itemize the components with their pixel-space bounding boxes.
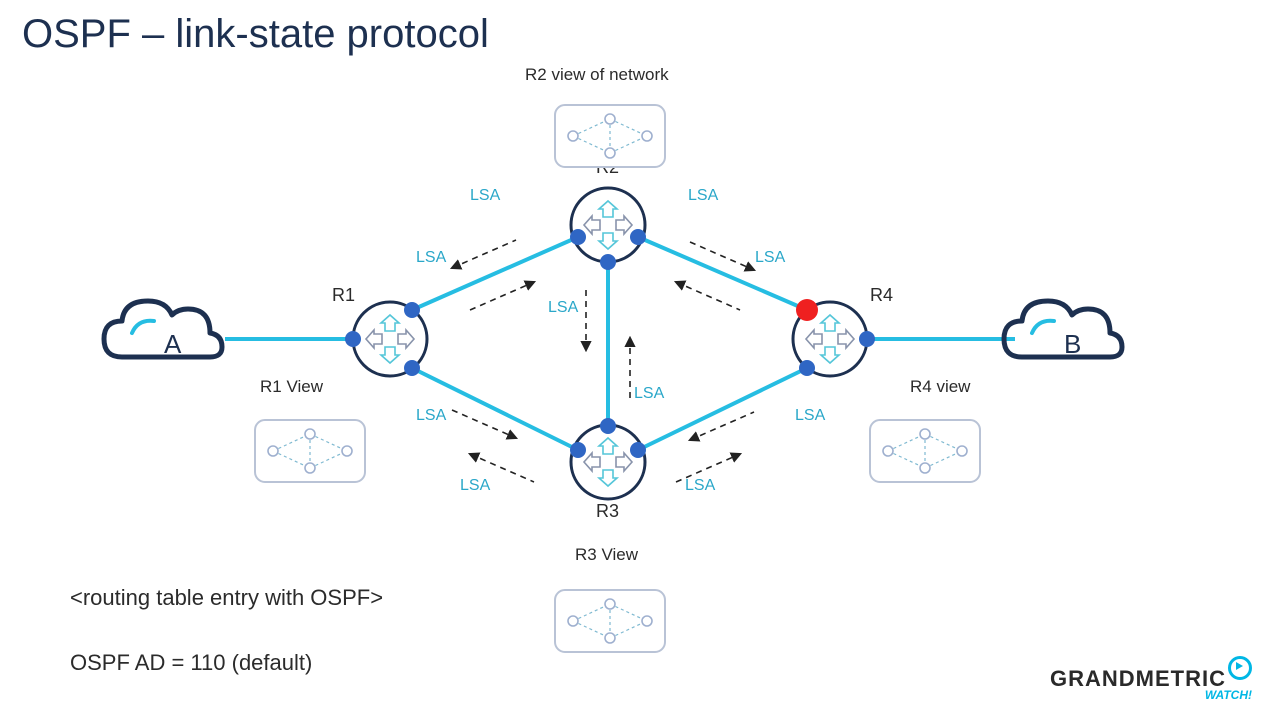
cloud-label: A	[164, 329, 182, 359]
port	[404, 302, 420, 318]
lsa-arrow	[676, 282, 740, 310]
port	[570, 442, 586, 458]
lsa-arrow	[690, 412, 754, 440]
logo-main: GRANDMETRIC	[1050, 666, 1226, 691]
router-label: R4	[870, 285, 893, 305]
lsa-label: LSA	[416, 407, 447, 424]
cloud-B: B	[1004, 301, 1122, 359]
ospf-ad-caption: OSPF AD = 110 (default)	[70, 650, 312, 676]
routing-table-caption: <routing table entry with OSPF>	[70, 585, 383, 611]
router-R2: R2	[571, 157, 645, 262]
cloud-label: B	[1064, 329, 1081, 359]
port	[630, 229, 646, 245]
mini-topology	[870, 420, 980, 482]
lsa-label: LSA	[460, 477, 491, 494]
lsa-arrow	[470, 282, 534, 310]
port	[630, 442, 646, 458]
lsa-label: LSA	[795, 407, 826, 424]
port	[600, 418, 616, 434]
view-label: R4 view	[910, 377, 971, 396]
lsa-arrow	[690, 242, 754, 270]
network-diagram: LSA LSA LSA LSA LSA LSA LSA LSA LSA LSA A B R1 R1 Vie…	[0, 0, 1280, 720]
port	[600, 254, 616, 270]
alert-port	[796, 299, 818, 321]
port	[345, 331, 361, 347]
slide: { "title": {"text":"OSPF – link-state pr…	[0, 0, 1280, 720]
port	[859, 331, 875, 347]
router-label: R1	[332, 285, 355, 305]
port	[404, 360, 420, 376]
port	[799, 360, 815, 376]
router-R3: R3	[571, 425, 645, 521]
view-label: R1 View	[260, 377, 324, 396]
play-icon	[1228, 656, 1252, 680]
mini-topology	[555, 105, 665, 167]
lsa-arrow	[452, 240, 516, 268]
lsa-label: LSA	[470, 187, 501, 204]
view-label: R2 view of network	[525, 65, 669, 84]
lsa-label: LSA	[416, 249, 447, 266]
view-label: R3 View	[575, 545, 639, 564]
port	[570, 229, 586, 245]
router-label: R3	[596, 501, 619, 521]
mini-topology	[255, 420, 365, 482]
link	[638, 368, 807, 450]
cloud-A: A	[104, 301, 222, 359]
lsa-label: LSA	[548, 299, 579, 316]
link	[638, 237, 807, 310]
mini-topology	[555, 590, 665, 652]
lsa-label: LSA	[685, 477, 716, 494]
lsa-label: LSA	[688, 187, 719, 204]
lsa-label: LSA	[755, 249, 786, 266]
grandmetric-logo: GRANDMETRIC WATCH!	[1050, 662, 1252, 702]
lsa-label: LSA	[634, 385, 665, 402]
